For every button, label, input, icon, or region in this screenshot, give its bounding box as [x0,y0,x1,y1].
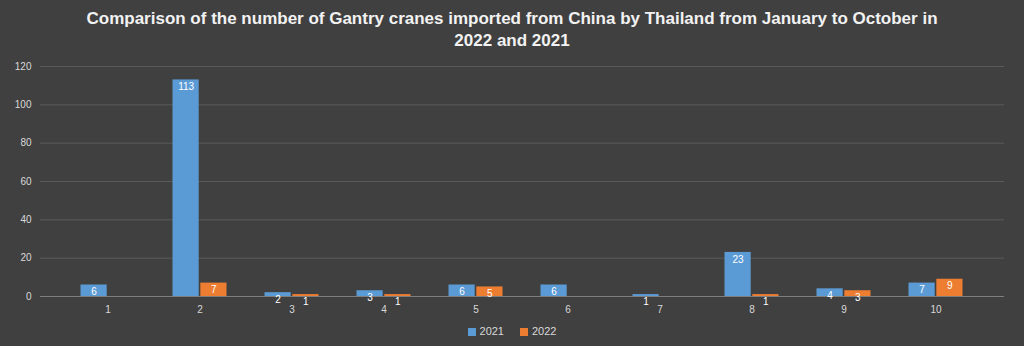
svg-text:3: 3 [367,292,373,303]
svg-text:6: 6 [565,304,571,315]
html-text:2021: 2021 [479,325,504,337]
svg-text:1: 1 [105,304,111,315]
svg-text:1: 1 [395,296,401,307]
svg-text:9: 9 [841,304,847,315]
html-text:Comparison of the number of Ga: Comparison of the number of Gantry crane… [86,9,938,50]
svg-text:60: 60 [20,176,32,187]
svg-text:1: 1 [303,296,309,307]
svg-text:113: 113 [178,81,194,92]
svg-text:80: 80 [20,137,32,148]
svg-text:7: 7 [919,284,925,295]
svg-text:6: 6 [551,286,557,297]
svg-text:9: 9 [947,280,953,291]
svg-text:20: 20 [20,252,32,263]
svg-text:6: 6 [91,286,97,297]
svg-text:6: 6 [459,286,465,297]
svg-text:8: 8 [749,304,755,315]
svg-text:1: 1 [643,296,649,307]
svg-text:7: 7 [211,284,217,295]
svg-text:4: 4 [827,290,833,301]
svg-text:100: 100 [15,99,32,110]
svg-text:10: 10 [930,304,942,315]
svg-text:4: 4 [381,304,387,315]
svg-text:120: 120 [15,61,32,72]
svg-text:3: 3 [289,304,295,315]
svg-text:2: 2 [275,294,281,305]
html-text:2022: 2022 [532,325,557,337]
svg-text:3: 3 [855,292,861,303]
svg-text:7: 7 [657,304,663,315]
svg-text:5: 5 [473,304,479,315]
svg-text:0: 0 [26,291,32,302]
svg-text:5: 5 [487,288,493,299]
svg-text:40: 40 [20,214,32,225]
svg-text:1: 1 [763,296,769,307]
svg-text:2: 2 [197,304,203,315]
svg-text:23: 23 [733,254,745,265]
